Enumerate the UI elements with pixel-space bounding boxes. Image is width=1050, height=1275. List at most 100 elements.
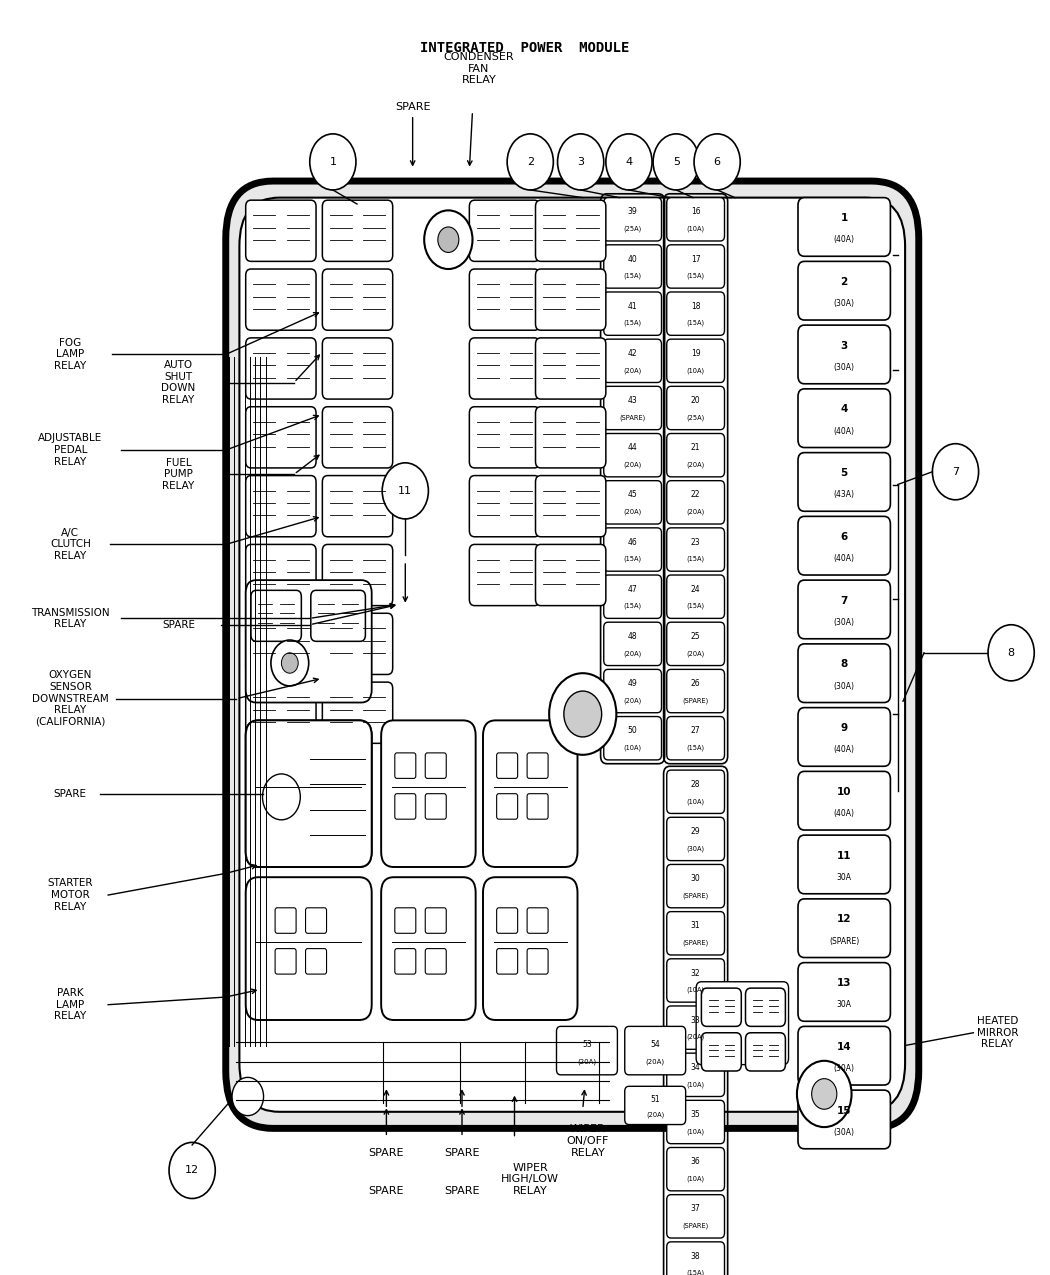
Text: AUTO
SHUT
DOWN
RELAY: AUTO SHUT DOWN RELAY [162, 360, 195, 405]
FancyBboxPatch shape [246, 476, 316, 537]
Text: 42: 42 [628, 349, 637, 358]
FancyBboxPatch shape [246, 407, 316, 468]
Text: 1: 1 [330, 157, 336, 167]
Text: A/C
CLUTCH
RELAY: A/C CLUTCH RELAY [50, 528, 90, 561]
FancyBboxPatch shape [322, 269, 393, 330]
Text: (20A): (20A) [578, 1058, 596, 1066]
Text: 50: 50 [628, 727, 637, 736]
FancyBboxPatch shape [322, 200, 393, 261]
FancyBboxPatch shape [798, 325, 890, 384]
FancyBboxPatch shape [798, 899, 890, 958]
Text: 26: 26 [691, 680, 700, 688]
Text: 10: 10 [837, 787, 852, 797]
Text: (15A): (15A) [687, 1270, 705, 1275]
Text: 33: 33 [691, 1016, 700, 1025]
FancyBboxPatch shape [798, 261, 890, 320]
Text: (10A): (10A) [687, 1176, 705, 1182]
FancyBboxPatch shape [798, 771, 890, 830]
Text: 41: 41 [628, 302, 637, 311]
FancyBboxPatch shape [556, 1026, 617, 1075]
Text: 12: 12 [185, 1165, 200, 1176]
Text: 2: 2 [527, 157, 533, 167]
Text: 3: 3 [578, 157, 584, 167]
Text: WIPER
HIGH/LOW
RELAY: WIPER HIGH/LOW RELAY [501, 1163, 560, 1196]
FancyBboxPatch shape [604, 717, 662, 760]
FancyBboxPatch shape [701, 1033, 741, 1071]
FancyBboxPatch shape [604, 198, 662, 241]
Text: (15A): (15A) [624, 556, 642, 562]
Circle shape [694, 134, 740, 190]
Circle shape [558, 134, 604, 190]
Text: (20A): (20A) [687, 509, 705, 515]
Circle shape [549, 673, 616, 755]
Text: SPARE: SPARE [444, 1186, 480, 1196]
Text: 43: 43 [628, 397, 637, 405]
Text: (SPARE): (SPARE) [682, 892, 709, 899]
Text: 1: 1 [841, 213, 847, 223]
FancyBboxPatch shape [469, 544, 540, 606]
FancyBboxPatch shape [226, 181, 919, 1128]
FancyBboxPatch shape [667, 1100, 724, 1144]
Text: SPARE: SPARE [369, 1148, 404, 1158]
Text: (30A): (30A) [834, 300, 855, 309]
Text: 23: 23 [691, 538, 700, 547]
Text: SPARE: SPARE [395, 102, 430, 112]
Text: 8: 8 [841, 659, 847, 669]
FancyBboxPatch shape [667, 959, 724, 1002]
FancyBboxPatch shape [536, 544, 606, 606]
FancyBboxPatch shape [798, 516, 890, 575]
FancyBboxPatch shape [625, 1086, 686, 1125]
Text: 11: 11 [398, 486, 413, 496]
Text: 2: 2 [841, 277, 847, 287]
Circle shape [564, 691, 602, 737]
FancyBboxPatch shape [311, 590, 365, 641]
Text: 18: 18 [691, 302, 700, 311]
Text: (30A): (30A) [834, 363, 855, 372]
Text: 9: 9 [841, 723, 847, 733]
Text: (20A): (20A) [624, 650, 642, 657]
FancyBboxPatch shape [604, 339, 662, 382]
Text: (10A): (10A) [624, 745, 642, 751]
Text: 17: 17 [691, 255, 700, 264]
FancyBboxPatch shape [322, 613, 393, 674]
Text: (40A): (40A) [834, 555, 855, 564]
FancyBboxPatch shape [381, 720, 476, 867]
Text: 35: 35 [691, 1111, 700, 1119]
Text: 27: 27 [691, 727, 700, 736]
FancyBboxPatch shape [322, 682, 393, 743]
FancyBboxPatch shape [625, 1026, 686, 1075]
FancyBboxPatch shape [246, 544, 316, 606]
FancyBboxPatch shape [381, 877, 476, 1020]
Text: 40: 40 [628, 255, 637, 264]
Text: (20A): (20A) [646, 1058, 665, 1066]
FancyBboxPatch shape [798, 708, 890, 766]
FancyBboxPatch shape [746, 988, 785, 1026]
Circle shape [438, 227, 459, 252]
FancyBboxPatch shape [667, 198, 724, 241]
FancyBboxPatch shape [469, 476, 540, 537]
FancyBboxPatch shape [667, 912, 724, 955]
FancyBboxPatch shape [246, 580, 372, 703]
Text: 39: 39 [628, 208, 637, 217]
Text: HEATED
MIRROR
RELAY: HEATED MIRROR RELAY [976, 1016, 1018, 1049]
Text: (15A): (15A) [687, 603, 705, 609]
FancyBboxPatch shape [604, 292, 662, 335]
Text: 32: 32 [691, 969, 700, 978]
Text: 11: 11 [837, 850, 852, 861]
Text: (10A): (10A) [687, 798, 705, 805]
Text: 54: 54 [650, 1039, 660, 1049]
Text: 45: 45 [628, 491, 637, 500]
FancyBboxPatch shape [246, 682, 316, 743]
FancyBboxPatch shape [469, 269, 540, 330]
Text: SPARE: SPARE [444, 1148, 480, 1158]
FancyBboxPatch shape [798, 1090, 890, 1149]
Text: 34: 34 [691, 1063, 700, 1072]
Text: 6: 6 [714, 157, 720, 167]
Text: (10A): (10A) [687, 367, 705, 374]
Text: (15A): (15A) [687, 556, 705, 562]
Text: 4: 4 [840, 404, 848, 414]
Text: (40A): (40A) [834, 427, 855, 436]
Text: 24: 24 [691, 585, 700, 594]
Text: (SPARE): (SPARE) [682, 940, 709, 946]
FancyBboxPatch shape [667, 864, 724, 908]
